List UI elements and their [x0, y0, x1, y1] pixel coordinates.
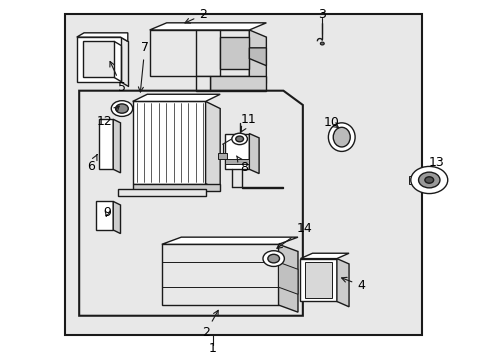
- Text: 1: 1: [208, 342, 216, 355]
- Text: 5: 5: [110, 62, 126, 94]
- Text: 11: 11: [240, 113, 256, 132]
- Polygon shape: [162, 244, 278, 305]
- Text: 2: 2: [201, 310, 218, 339]
- Polygon shape: [224, 158, 249, 164]
- Polygon shape: [83, 41, 114, 77]
- Bar: [408, 176, 413, 184]
- Text: 6: 6: [87, 154, 97, 173]
- Text: 7: 7: [138, 41, 148, 92]
- Text: 8: 8: [236, 156, 248, 174]
- Circle shape: [235, 136, 243, 142]
- Polygon shape: [149, 30, 249, 76]
- Polygon shape: [132, 184, 220, 191]
- Polygon shape: [300, 258, 336, 301]
- Polygon shape: [77, 33, 127, 41]
- Circle shape: [263, 251, 284, 266]
- Polygon shape: [249, 48, 266, 66]
- Polygon shape: [336, 258, 348, 307]
- Polygon shape: [149, 23, 266, 30]
- Polygon shape: [77, 37, 120, 82]
- Circle shape: [410, 166, 447, 194]
- Circle shape: [424, 177, 433, 183]
- Circle shape: [267, 254, 279, 263]
- Polygon shape: [96, 202, 113, 230]
- Polygon shape: [224, 134, 249, 169]
- Text: 10: 10: [324, 116, 339, 129]
- Polygon shape: [118, 189, 205, 196]
- Text: 3: 3: [318, 8, 325, 21]
- Polygon shape: [210, 76, 266, 91]
- Polygon shape: [162, 237, 297, 244]
- Circle shape: [116, 104, 128, 113]
- Polygon shape: [249, 30, 266, 84]
- Polygon shape: [278, 244, 297, 312]
- Text: 14: 14: [276, 222, 311, 248]
- Circle shape: [320, 42, 324, 45]
- Polygon shape: [249, 134, 259, 174]
- Text: 13: 13: [428, 156, 444, 168]
- Polygon shape: [205, 102, 220, 191]
- Polygon shape: [305, 262, 331, 298]
- Polygon shape: [113, 119, 120, 173]
- Text: 12: 12: [97, 106, 119, 127]
- Bar: [64, 14, 421, 336]
- Polygon shape: [217, 153, 227, 158]
- Polygon shape: [196, 76, 210, 91]
- Ellipse shape: [328, 123, 354, 152]
- Text: 4: 4: [341, 277, 365, 292]
- Polygon shape: [300, 253, 348, 258]
- Polygon shape: [113, 202, 120, 234]
- Polygon shape: [220, 37, 249, 69]
- Circle shape: [111, 101, 132, 116]
- Polygon shape: [132, 94, 220, 102]
- Polygon shape: [132, 102, 205, 184]
- Ellipse shape: [332, 127, 349, 147]
- Text: 9: 9: [103, 206, 111, 219]
- Polygon shape: [278, 262, 297, 294]
- Circle shape: [418, 172, 439, 188]
- Polygon shape: [99, 119, 113, 169]
- Text: 2: 2: [184, 8, 207, 23]
- Circle shape: [231, 133, 247, 145]
